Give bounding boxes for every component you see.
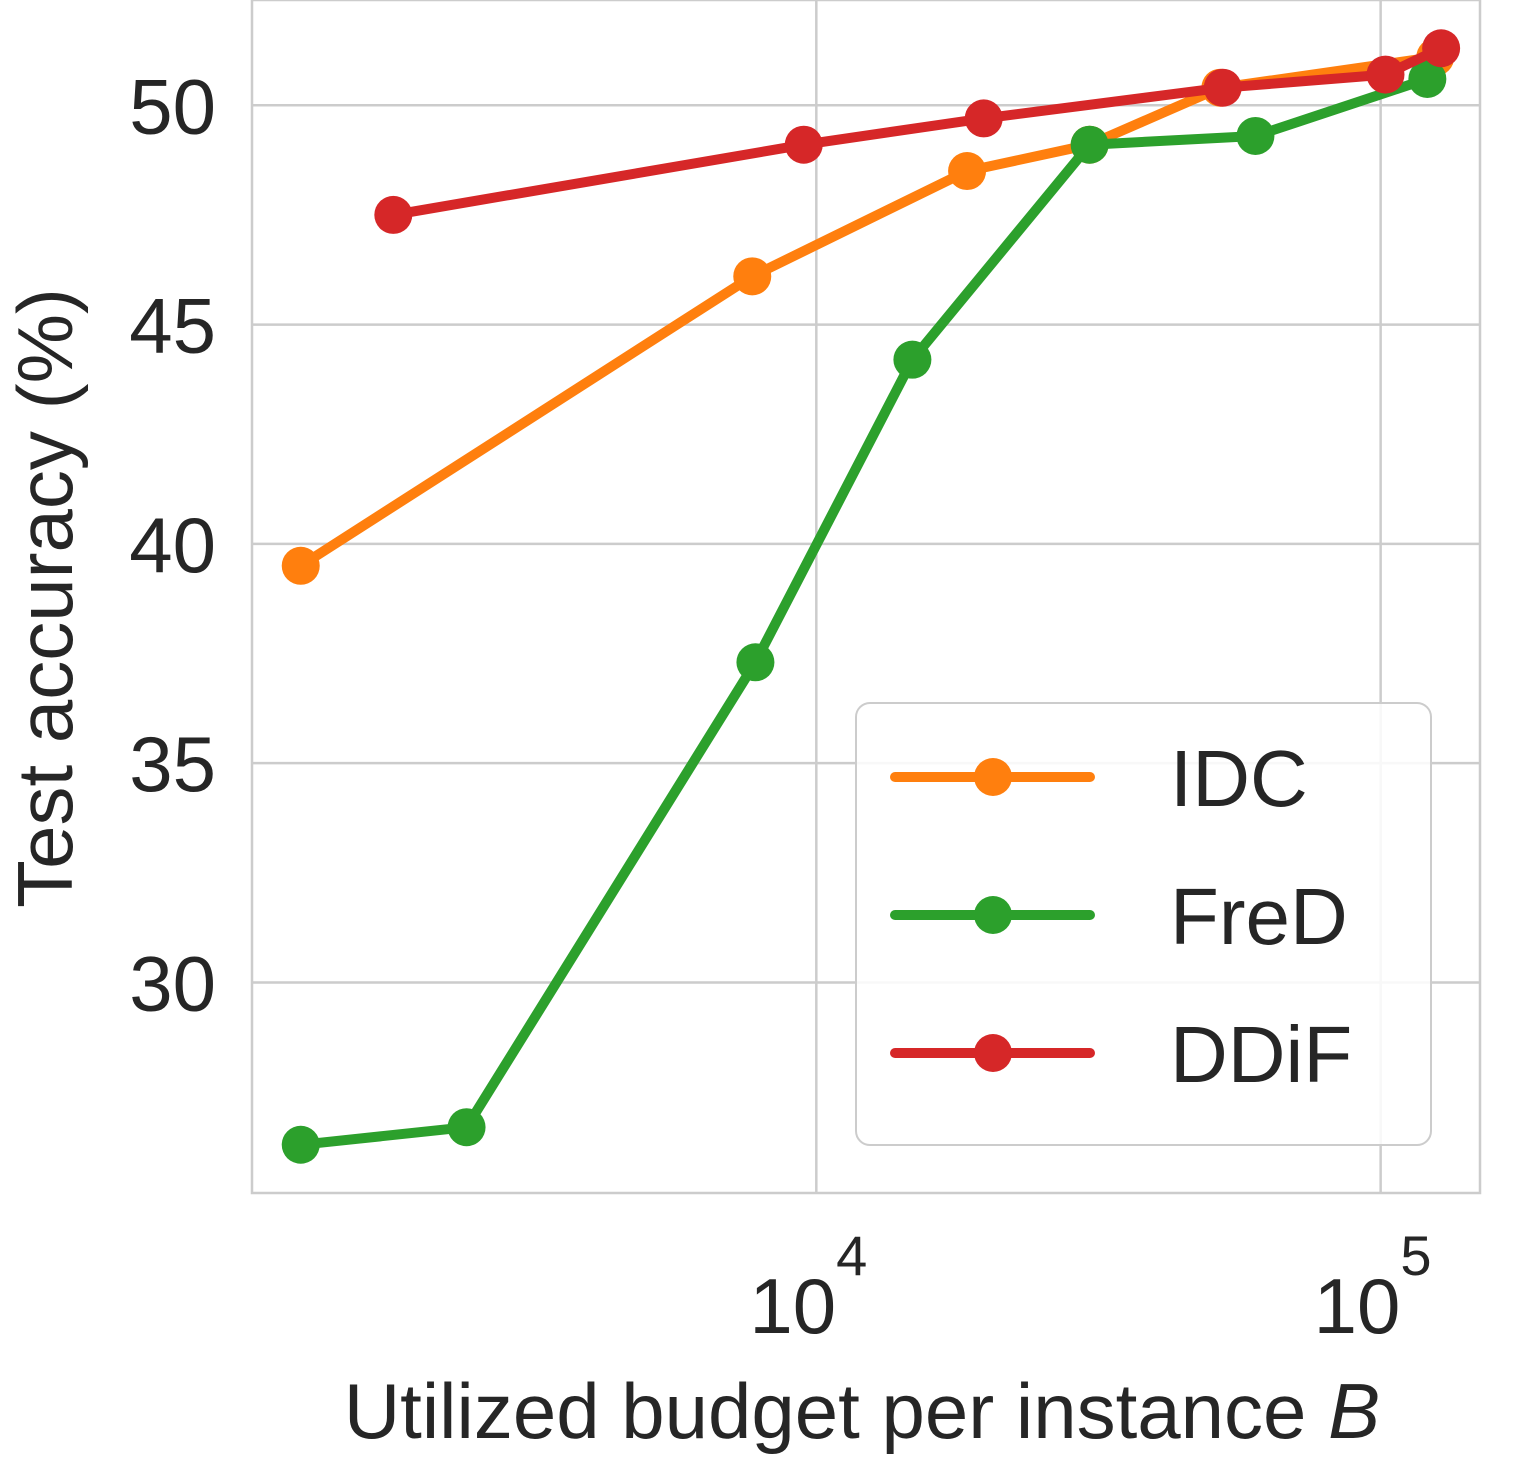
y-tick-label-30: 30 [129,939,216,1027]
y-tick-label-35: 35 [129,720,216,808]
point-ddif-1 [784,125,823,164]
legend-box [855,702,1432,1146]
point-fred-3 [893,340,932,379]
legend-marker-fred [974,896,1012,934]
point-ddif-2 [964,99,1003,138]
y-tick-label-40: 40 [129,501,216,589]
point-fred-5 [1236,116,1275,155]
point-fred-1 [447,1108,486,1147]
y-axis-label: Test accuracy (%) [1,288,89,908]
legend-marker-idc [974,758,1012,796]
legend-label-idc: IDC [1170,734,1308,823]
x-tick-label-10000: 104 [749,1224,867,1350]
plot-frame [250,0,1482,1195]
series-idc [281,38,1455,585]
grid-layer [252,0,1480,1193]
point-fred-2 [736,643,775,682]
legend: IDC FreD DDiF [855,702,1432,1146]
point-ddif-4 [1366,55,1405,94]
point-idc-2 [948,152,987,191]
series-ddif [374,29,1461,234]
point-ddif-5 [1422,29,1461,68]
point-ddif-3 [1203,68,1242,107]
y-tick-label-50: 50 [129,62,216,150]
x-tick-label-100000: 105 [1314,1224,1432,1350]
x-axis-label: Utilized budget per instance B [344,1367,1380,1455]
point-idc-0 [281,546,320,585]
point-idc-1 [733,257,772,296]
series-fred [281,59,1447,1164]
point-fred-0 [281,1125,320,1164]
point-fred-4 [1070,125,1109,164]
point-fred-6 [1408,59,1447,98]
series-layer [281,29,1461,1164]
tick-layer: 30 35 40 45 50 104 105 [129,62,1431,1350]
legend-marker-ddif [974,1034,1012,1072]
legend-label-ddif: DDiF [1170,1010,1352,1099]
y-tick-label-45: 45 [129,282,216,370]
legend-label-fred: FreD [1170,872,1348,961]
point-ddif-0 [374,195,413,234]
